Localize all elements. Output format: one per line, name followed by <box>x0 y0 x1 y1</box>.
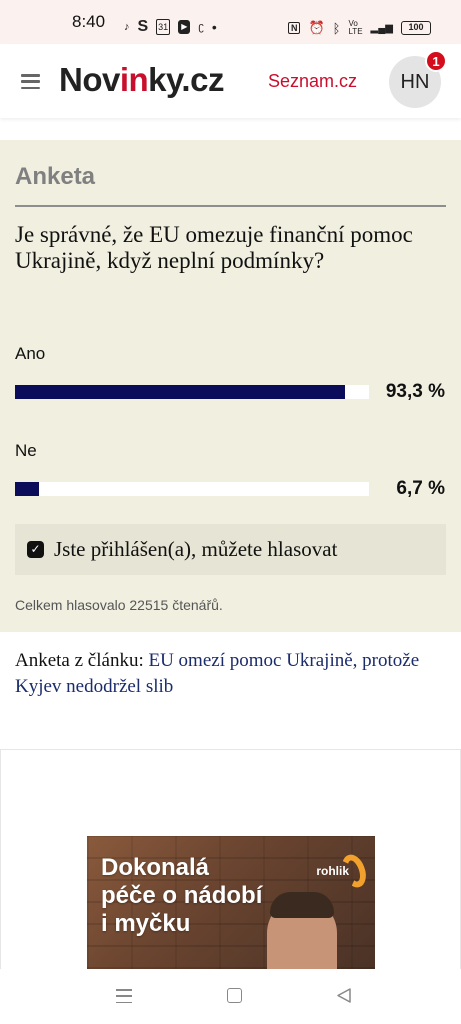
status-left-icons: ♪ S 31 ▶ ʗ • <box>124 19 217 35</box>
poll-source-article: Anketa z článku: EU omezí pomoc Ukrajině… <box>15 648 445 700</box>
battery-icon: 100 <box>401 21 431 35</box>
seznam-link[interactable]: Seznam.cz <box>268 71 358 91</box>
poll-bar-fill-ano <box>15 385 346 399</box>
poll-percent-ne: 6,7 % <box>396 478 445 499</box>
article-prefix: Anketa z článku: <box>15 650 149 671</box>
poll-option-label-ne: Ne <box>15 441 37 460</box>
alarm-icon: ⏰ <box>308 20 325 35</box>
poll-title: Anketa <box>15 163 96 190</box>
total-votes: Celkem hlasovalo 22515 čtenářů. <box>15 597 223 613</box>
back-icon[interactable] <box>336 987 352 1004</box>
notification-badge[interactable]: 1 <box>425 50 447 72</box>
article-link[interactable]: EU omezí pomoc Ukrajině, protože Kyjev n… <box>15 650 420 697</box>
login-status-box: ✓ Jste přihlášen(a), můžete hlasovat <box>15 524 446 575</box>
dot-icon: • <box>211 19 217 35</box>
poll-percent-ano: 93,3 % <box>385 381 445 402</box>
recent-apps-icon[interactable] <box>116 989 132 1003</box>
checkmark-icon: ✓ <box>27 541 44 558</box>
calendar-31-icon: 31 <box>156 19 171 35</box>
site-logo[interactable]: Novinky.cz <box>59 61 224 98</box>
tiktok-icon: ♪ <box>124 21 130 33</box>
status-time: 8:40 <box>72 12 106 31</box>
signal-icon: ▂▄▆ <box>370 22 393 34</box>
home-icon[interactable] <box>227 988 242 1003</box>
system-nav-bar <box>0 969 461 1024</box>
status-right-icons: N ⏰ ᛒ Vo LTE ▂▄▆ 100 <box>287 19 431 36</box>
status-bar: 8:40 ♪ S 31 ▶ ʗ • N ⏰ ᛒ Vo LTE ▂▄▆ 100 <box>0 0 461 44</box>
poll-option-label-ano: Ano <box>15 344 46 363</box>
poll-bar-ne <box>15 482 369 496</box>
s-icon: S <box>137 18 149 35</box>
login-status-text: Jste přihlášen(a), můžete hlasovat <box>54 537 338 561</box>
youtube-icon: ▶ <box>178 20 191 34</box>
ad-headline: Dokonalá péče o nádobí i myčku <box>101 854 263 937</box>
ad-brand-logo: rohlik <box>316 864 349 878</box>
site-header: Novinky.cz Seznam.cz HN 1 <box>0 44 461 118</box>
poll-bar-fill-ne <box>15 482 39 496</box>
c-icon: ʗ <box>198 21 204 33</box>
bluetooth-icon: ᛒ <box>332 20 341 36</box>
menu-icon[interactable] <box>21 74 40 89</box>
poll-section: Anketa Je správné, že EU omezuje finančn… <box>0 140 461 632</box>
poll-divider <box>15 205 446 207</box>
ad-banner[interactable]: Dokonalá péče o nádobí i myčku rohlik <box>87 836 375 969</box>
poll-question: Je správné, že EU omezuje finanční pomoc… <box>15 222 413 273</box>
nfc-icon: N <box>287 22 301 34</box>
volte-icon: Vo LTE <box>348 19 363 36</box>
poll-bar-ano <box>15 385 369 399</box>
